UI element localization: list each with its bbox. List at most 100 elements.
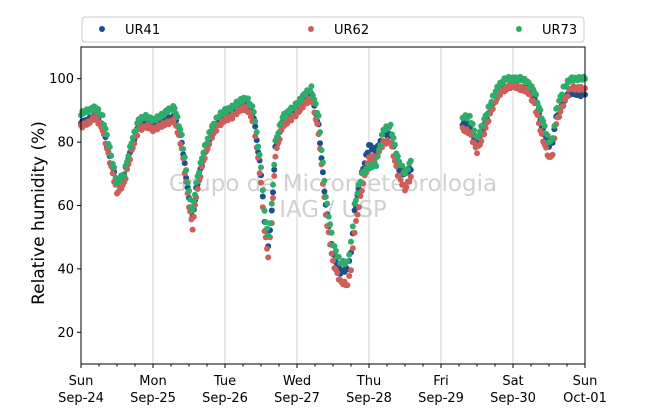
data-point	[334, 270, 341, 276]
data-point	[207, 128, 214, 135]
watermark-line-2: IAG / USP	[279, 197, 387, 223]
data-point	[192, 191, 198, 198]
y-tick-label: 60	[57, 199, 74, 214]
data-point	[259, 193, 266, 200]
data-point	[407, 157, 414, 164]
data-point	[259, 187, 266, 194]
data-point	[267, 220, 273, 227]
data-point	[199, 155, 205, 162]
x-tick-date: Oct-01	[563, 391, 607, 406]
data-point	[549, 135, 556, 142]
data-point	[348, 267, 354, 274]
data-point	[466, 112, 473, 119]
data-point	[193, 179, 200, 186]
data-point	[491, 93, 498, 99]
data-point	[348, 238, 354, 245]
data-point	[361, 170, 368, 177]
data-point	[354, 211, 361, 218]
data-point	[321, 177, 328, 184]
data-point	[317, 140, 323, 147]
data-point	[355, 204, 362, 211]
data-point	[475, 133, 482, 140]
y-tick-label: 40	[57, 262, 74, 277]
data-point	[540, 118, 547, 125]
data-point	[270, 181, 276, 188]
data-point	[312, 100, 319, 107]
data-point	[275, 130, 282, 137]
data-point	[387, 121, 394, 128]
x-tick-day: Tue	[213, 374, 236, 389]
data-point	[109, 170, 116, 177]
legend-item-UR41: UR41	[99, 23, 160, 38]
data-point	[121, 172, 128, 179]
x-tick-day: Sat	[502, 374, 523, 389]
data-point	[403, 184, 410, 191]
data-point	[261, 207, 268, 214]
data-point	[344, 258, 351, 265]
data-point	[200, 149, 207, 156]
watermark: Grupo de Micrometeorologia IAG / USP	[169, 171, 497, 223]
data-point	[325, 213, 332, 220]
data-point	[322, 193, 329, 200]
series-points	[78, 73, 588, 289]
data-point	[271, 173, 278, 179]
data-point	[474, 150, 480, 157]
data-point	[354, 190, 361, 197]
x-tick-date: Sep-30	[490, 391, 536, 406]
data-point	[351, 229, 358, 236]
data-point	[271, 166, 278, 173]
data-point	[319, 169, 326, 176]
legend-box	[81, 16, 585, 43]
data-point	[181, 154, 188, 161]
data-point	[319, 159, 326, 166]
y-axis: 20 40 60 80 100	[49, 72, 81, 341]
x-axis: Sun Sep-24 Mon Sep-25 Tue Sep-26 Wed Sep-27 Thu S…	[58, 364, 607, 406]
data-point	[265, 254, 272, 261]
y-axis-label: Relative humidity (%)	[29, 121, 49, 305]
data-point	[249, 103, 256, 110]
data-point	[478, 138, 485, 145]
data-point	[258, 179, 264, 186]
data-point	[397, 176, 404, 183]
data-point	[346, 251, 353, 258]
data-point	[556, 113, 563, 120]
data-point	[128, 140, 135, 147]
data-point	[171, 105, 178, 112]
series-UR62	[78, 81, 588, 289]
data-point	[374, 153, 381, 160]
data-point	[204, 135, 211, 142]
data-point	[203, 141, 210, 147]
data-point	[534, 112, 541, 119]
data-point	[256, 170, 263, 177]
data-point	[314, 120, 321, 127]
data-point	[256, 151, 263, 158]
data-point	[543, 144, 550, 151]
data-point	[328, 250, 335, 257]
x-tick-date: Sep-28	[346, 391, 392, 406]
data-point	[330, 257, 336, 264]
data-point	[278, 120, 285, 126]
data-point	[268, 207, 275, 214]
data-point	[298, 97, 305, 104]
data-point	[124, 158, 131, 165]
data-point	[174, 113, 181, 120]
data-point	[129, 134, 136, 141]
data-point	[349, 245, 356, 252]
data-point	[273, 145, 280, 152]
data-point	[538, 130, 545, 137]
data-point	[255, 143, 262, 150]
data-point	[106, 143, 113, 150]
data-point	[315, 112, 322, 119]
data-point	[265, 232, 272, 239]
data-point	[541, 122, 548, 129]
data-point	[308, 83, 315, 90]
data-point	[270, 189, 276, 196]
data-point	[190, 213, 197, 220]
data-point	[132, 127, 139, 134]
data-point	[353, 197, 359, 204]
series-UR73	[78, 73, 588, 268]
data-point	[533, 91, 539, 98]
data-point	[481, 131, 488, 138]
legend-label: UR62	[334, 23, 369, 38]
